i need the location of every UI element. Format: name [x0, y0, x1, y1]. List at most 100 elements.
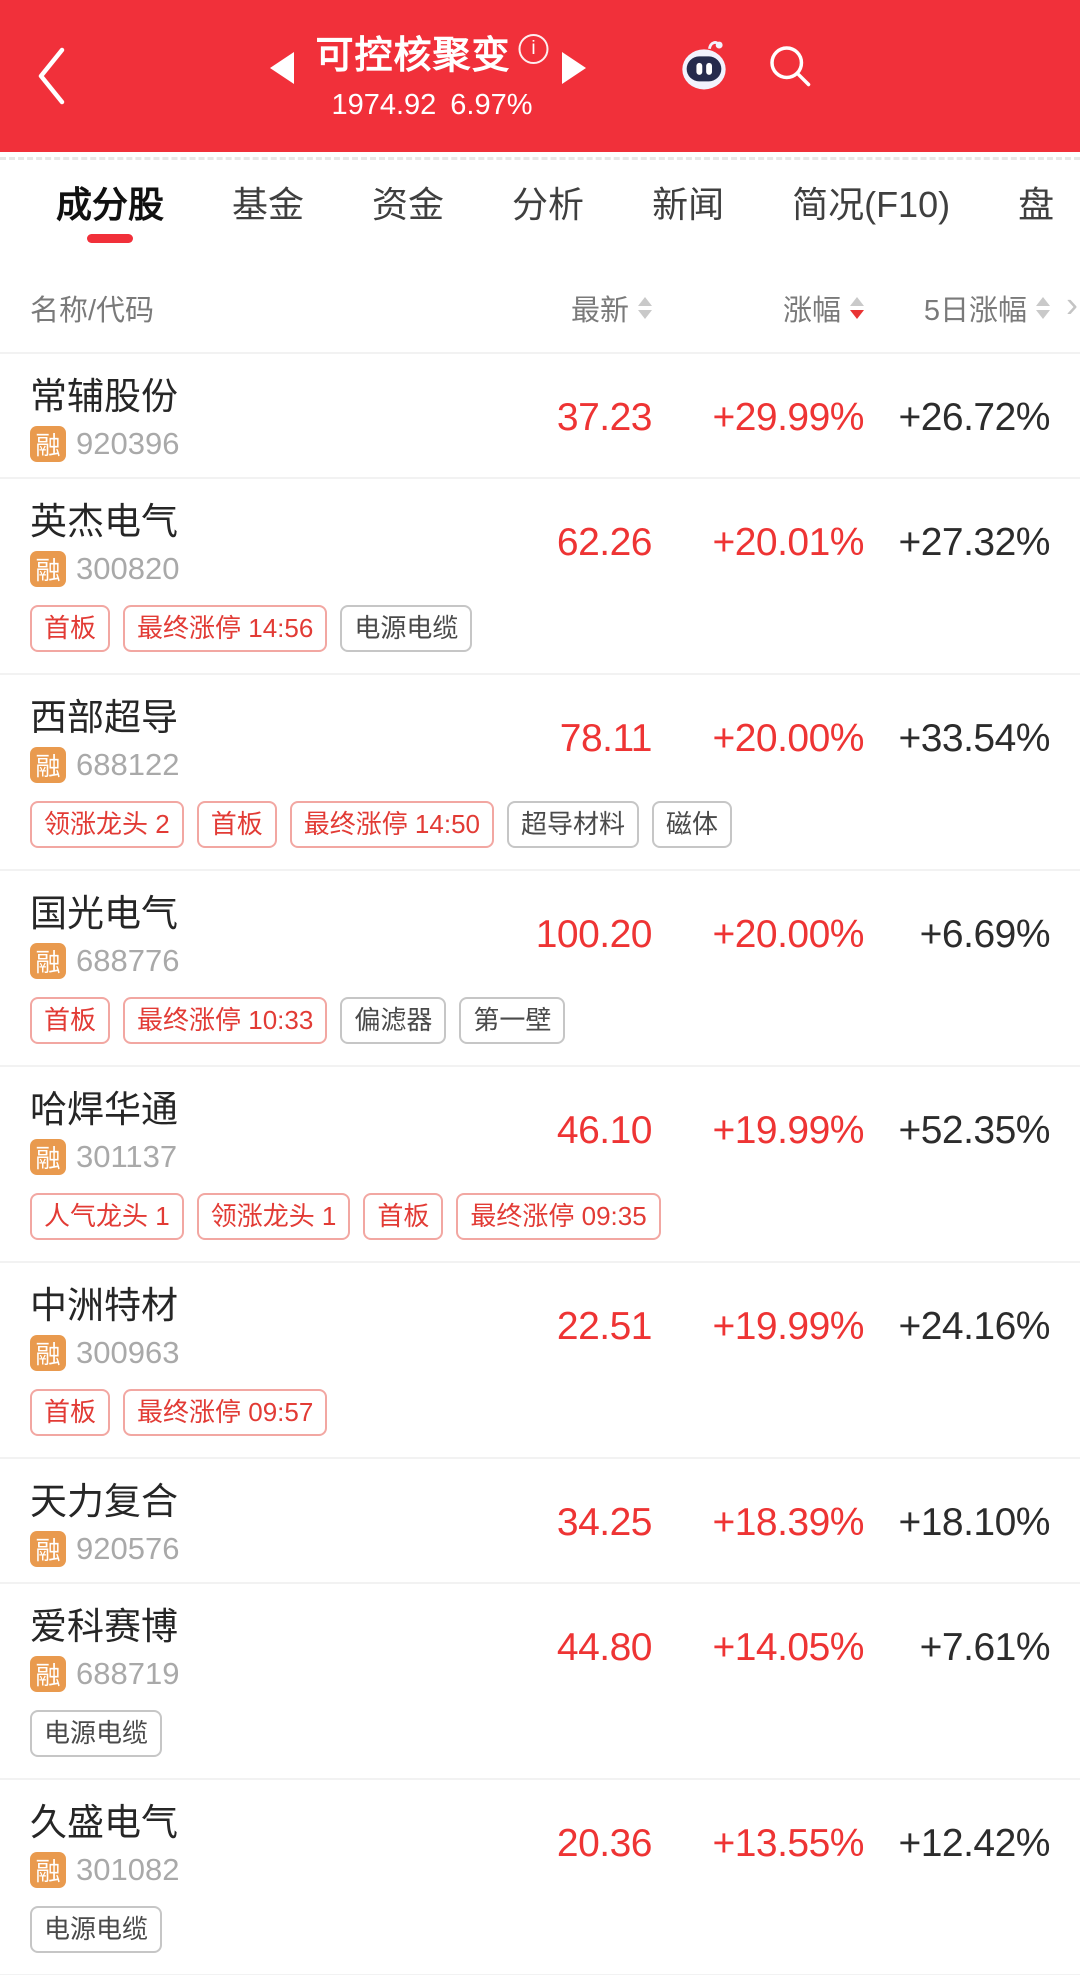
active-tab-indicator: [87, 234, 133, 243]
stock-code: 688122: [76, 747, 180, 782]
tag[interactable]: 最终涨停 10:33: [123, 997, 328, 1044]
tag[interactable]: 首板: [363, 1193, 444, 1240]
change-pct: +20.00%: [712, 913, 864, 956]
col-change-label: 涨幅: [782, 295, 841, 327]
stock-list: 常辅股份融 920396 37.23 +29.99% +26.72% 英杰电气融 30082…: [0, 352, 1080, 1975]
tag[interactable]: 最终涨停 14:56: [123, 605, 328, 652]
tag[interactable]: 首板: [30, 1389, 111, 1436]
tag-list: 人气龙头 1 领涨龙头 1 首板 最终涨停 09:35: [30, 1193, 1050, 1240]
table-row[interactable]: 哈焊华通融 301137 46.10 +19.99% +52.35% 人气龙头 1 领涨龙头…: [0, 1067, 1080, 1263]
price: 46.10: [556, 1109, 653, 1152]
change-pct: +20.00%: [712, 717, 864, 760]
tab-新闻[interactable]: 新闻: [652, 152, 724, 228]
stock-name: 天力复合: [30, 1481, 178, 1522]
tag[interactable]: 偏滤器: [340, 997, 447, 1044]
tag[interactable]: 领涨龙头 2: [30, 801, 184, 848]
tab-label: 成分股: [56, 184, 165, 225]
table-row[interactable]: 中洲特材融 300963 22.51 +19.99% +24.16% 首板 最终涨停 09:…: [0, 1263, 1080, 1459]
change-pct: +13.55%: [712, 1822, 864, 1865]
table-row[interactable]: 英杰电气融 300820 62.26 +20.01% +27.32% 首板 最终涨停 14:…: [0, 479, 1080, 675]
info-icon[interactable]: i: [518, 33, 549, 64]
tab-盘[interactable]: 盘: [1018, 152, 1054, 228]
margin-badge: 融: [30, 551, 66, 587]
table-row[interactable]: 天力复合融 920576 34.25 +18.39% +18.10%: [0, 1459, 1080, 1584]
change-5d: +6.69%: [919, 913, 1051, 956]
price: 22.51: [556, 1305, 653, 1348]
back-button[interactable]: [24, 36, 80, 116]
table-row[interactable]: 爱科赛博融 688719 44.80 +14.05% +7.61% 电源电缆: [0, 1584, 1080, 1780]
table-row[interactable]: 西部超导融 688122 78.11 +20.00% +33.54% 领涨龙头 2 首板 最终…: [0, 675, 1080, 871]
tag[interactable]: 电源电缆: [340, 605, 473, 652]
stock-code: 920576: [76, 1531, 180, 1566]
tag-list: 首板 最终涨停 10:33 偏滤器 第一壁: [30, 997, 1050, 1044]
change-pct: +29.99%: [712, 396, 864, 439]
col-name-code[interactable]: 名称/代码: [30, 295, 155, 327]
margin-badge: 融: [30, 1531, 66, 1567]
tag[interactable]: 人气龙头 1: [30, 1193, 184, 1240]
table-row[interactable]: 久盛电气融 301082 20.36 +13.55% +12.42% 电源电缆: [0, 1780, 1080, 1975]
tab-label: 资金: [372, 184, 445, 225]
name-block: 常辅股份融 920396: [30, 374, 492, 462]
tab-label: 盘: [1018, 184, 1055, 225]
col-change-5d-label: 5日涨幅: [923, 295, 1027, 327]
stock-name: 英杰电气: [30, 501, 178, 542]
stock-name: 中洲特材: [30, 1285, 178, 1326]
change-5d: +18.10%: [898, 1501, 1050, 1544]
margin-badge: 融: [30, 1139, 66, 1175]
code-line: 融 300963: [30, 1335, 492, 1371]
name-block: 西部超导融 688122: [30, 695, 492, 783]
margin-badge: 融: [30, 1335, 66, 1371]
tab-label: 基金: [232, 184, 305, 225]
margin-badge: 融: [30, 1656, 66, 1692]
next-board-icon[interactable]: [562, 52, 586, 84]
assistant-robot-icon[interactable]: [678, 38, 730, 95]
row-main: 哈焊华通融 301137 46.10 +19.99% +52.35%: [30, 1087, 1051, 1175]
col-latest[interactable]: 最新: [492, 287, 652, 329]
tag[interactable]: 首板: [30, 605, 111, 652]
search-icon[interactable]: [766, 42, 814, 95]
tab-资金[interactable]: 资金: [372, 152, 444, 228]
name-block: 爱科赛博融 688719: [30, 1604, 492, 1692]
margin-badge: 融: [30, 943, 66, 979]
tag[interactable]: 磁体: [652, 801, 733, 848]
stock-code: 301137: [76, 1139, 178, 1174]
more-columns-icon[interactable]: ›: [1066, 283, 1078, 325]
tab-成分股[interactable]: 成分股: [56, 152, 165, 243]
tag[interactable]: 最终涨停 14:50: [289, 801, 494, 848]
tab-基金[interactable]: 基金: [232, 152, 304, 228]
row-main: 爱科赛博融 688719 44.80 +14.05% +7.61%: [30, 1604, 1051, 1692]
name-block: 天力复合融 920576: [30, 1479, 492, 1567]
row-main: 久盛电气融 301082 20.36 +13.55% +12.42%: [30, 1800, 1051, 1888]
tag[interactable]: 最终涨停 09:35: [456, 1193, 661, 1240]
tab-简况(F10)[interactable]: 简况(F10): [792, 152, 950, 228]
row-main: 中洲特材融 300963 22.51 +19.99% +24.16%: [30, 1283, 1051, 1371]
change-pct: +14.05%: [712, 1626, 864, 1669]
change-5d: +52.35%: [898, 1109, 1050, 1152]
col-change[interactable]: 涨幅: [652, 287, 864, 329]
tag[interactable]: 电源电缆: [30, 1906, 163, 1953]
tag[interactable]: 领涨龙头 1: [196, 1193, 351, 1240]
code-line: 融 300820: [30, 551, 492, 587]
code-line: 融 920396: [30, 426, 492, 462]
sort-arrows-change: [850, 297, 864, 319]
sort-arrows-change-5d: [1036, 297, 1050, 319]
row-main: 西部超导融 688122 78.11 +20.00% +33.54%: [30, 695, 1051, 783]
tag[interactable]: 第一壁: [459, 997, 566, 1044]
table-row[interactable]: 常辅股份融 920396 37.23 +29.99% +26.72%: [0, 354, 1080, 479]
tag[interactable]: 电源电缆: [30, 1710, 163, 1757]
tag[interactable]: 超导材料: [507, 801, 640, 848]
price: 34.25: [556, 1501, 653, 1544]
tag[interactable]: 最终涨停 09:57: [123, 1389, 328, 1436]
stock-code: 300963: [76, 1335, 180, 1370]
col-change-5d[interactable]: 5日涨幅: [864, 287, 1050, 329]
tag-list: 首板 最终涨停 09:57: [30, 1389, 1050, 1436]
prev-board-icon[interactable]: [270, 52, 294, 84]
tag[interactable]: 首板: [196, 801, 277, 848]
change-pct: +19.99%: [712, 1305, 864, 1348]
tab-分析[interactable]: 分析: [512, 152, 584, 228]
table-row[interactable]: 国光电气融 688776 100.20 +20.00% +6.69% 首板 最终涨停 10:…: [0, 871, 1080, 1067]
price: 20.36: [556, 1822, 653, 1865]
row-main: 常辅股份融 920396 37.23 +29.99% +26.72%: [30, 374, 1051, 462]
tab-label: 分析: [512, 184, 585, 225]
tag[interactable]: 首板: [30, 997, 111, 1044]
